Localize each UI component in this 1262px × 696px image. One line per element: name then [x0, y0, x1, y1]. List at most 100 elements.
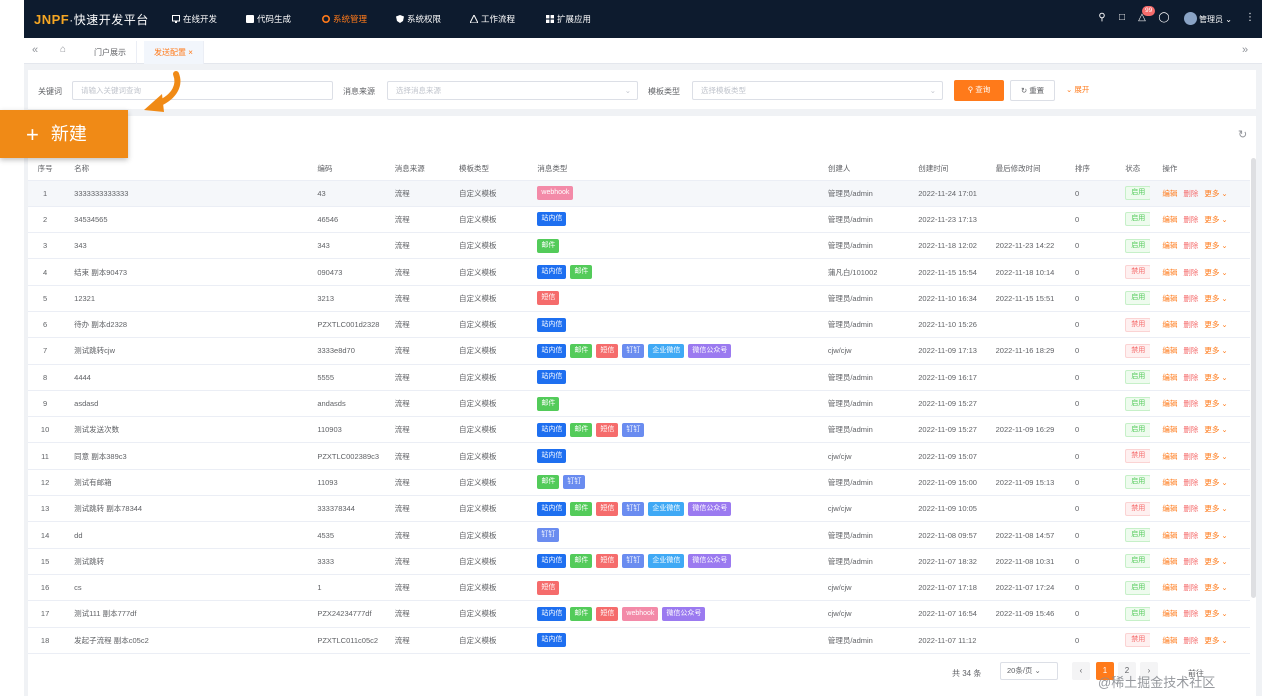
delete-link[interactable]: 删除	[1183, 583, 1199, 593]
delete-link[interactable]: 删除	[1183, 425, 1199, 435]
message-icon[interactable]: □	[1118, 12, 1126, 23]
edit-link[interactable]: 编辑	[1162, 530, 1178, 540]
keyword-input[interactable]: 请输入关键词查询	[72, 81, 333, 100]
more-link[interactable]: 更多	[1204, 609, 1220, 619]
table-row[interactable]: 1 3333333333333 43 流程 自定义模板 webhook 管理员/admin 2…	[28, 180, 1250, 207]
chevron-down-icon[interactable]: ⌄	[1221, 267, 1228, 277]
page-2-button[interactable]: 2	[1118, 662, 1136, 680]
edit-link[interactable]: 编辑	[1162, 425, 1178, 435]
more-link[interactable]: 更多	[1204, 425, 1220, 435]
chevron-down-icon[interactable]: ⌄	[1221, 477, 1228, 487]
table-row[interactable]: 16 cs 1 流程 自定义模板 短信 cjw/cjw 2022-11-07 17:18 202…	[28, 574, 1250, 602]
more-link[interactable]: 更多	[1204, 346, 1220, 356]
delete-link[interactable]: 删除	[1183, 188, 1199, 198]
table-row[interactable]: 15 测试跳转 3333 流程 自定义模板 站内信 邮件 短信 钉钉 企业微信 微信公众号 管理员/a…	[28, 548, 1250, 575]
edit-link[interactable]: 编辑	[1162, 188, 1178, 198]
nav-item-extensions[interactable]: 扩展应用	[546, 13, 591, 25]
more-link[interactable]: 更多	[1204, 267, 1220, 277]
delete-link[interactable]: 删除	[1183, 372, 1199, 382]
table-row[interactable]: 11 同意 副本389c3 PZXTLC002389c3 流程 自定义模板 站内信 cjw/…	[28, 442, 1250, 470]
edit-link[interactable]: 编辑	[1162, 635, 1178, 645]
app-logo[interactable]: JNPF·快速开发平台	[34, 12, 149, 27]
expand-button[interactable]: ⌄ 展开	[1066, 85, 1090, 94]
template-select[interactable]: 选择模板类型 ⌄	[692, 81, 943, 100]
edit-link[interactable]: 编辑	[1162, 609, 1178, 619]
edit-link[interactable]: 编辑	[1162, 214, 1178, 224]
nav-item-system-permission[interactable]: 系统权限	[396, 13, 441, 25]
edit-link[interactable]: 编辑	[1162, 293, 1178, 303]
source-select[interactable]: 选择消息来源 ⌄	[387, 81, 638, 100]
close-icon[interactable]: ×	[188, 48, 193, 57]
avatar[interactable]	[1184, 12, 1197, 25]
reset-button[interactable]: ↻ 重置	[1010, 80, 1055, 101]
table-row[interactable]: 6 待办 副本d2328 PZXTLC001d2328 流程 自定义模板 站内信 管理员/a…	[28, 311, 1250, 339]
delete-link[interactable]: 删除	[1183, 635, 1199, 645]
edit-link[interactable]: 编辑	[1162, 504, 1178, 514]
nav-item-workflow[interactable]: 工作流程	[469, 13, 515, 25]
table-row[interactable]: 5 12321 3213 流程 自定义模板 短信 管理员/admin 2022-11-10 1…	[28, 285, 1250, 312]
more-vertical-icon[interactable]: ⋮	[1245, 12, 1255, 23]
delete-link[interactable]: 删除	[1183, 609, 1199, 619]
table-row[interactable]: 10 测试发送次数 110903 流程 自定义模板 站内信 邮件 短信 钉钉 管理员/admin 2…	[28, 416, 1250, 444]
delete-link[interactable]: 删除	[1183, 214, 1199, 224]
page-size-select[interactable]: 20条/页 ⌄	[1000, 662, 1058, 680]
edit-link[interactable]: 编辑	[1162, 346, 1178, 356]
nav-item-code-gen[interactable]: 代码生成	[246, 13, 291, 25]
delete-link[interactable]: 删除	[1183, 477, 1199, 487]
table-row[interactable]: 4 结束 副本90473 090473 流程 自定义模板 站内信 邮件 蒲凡白/101002 2…	[28, 258, 1250, 286]
chevron-down-icon[interactable]: ⌄	[1221, 530, 1228, 540]
table-row[interactable]: 12 测试有邮箱 11093 流程 自定义模板 邮件 钉钉 管理员/admin 2022-11-…	[28, 469, 1250, 497]
delete-link[interactable]: 删除	[1183, 530, 1199, 540]
tab-send-config[interactable]: 发送配置 ×	[144, 41, 204, 64]
table-row[interactable]: 7 测试跳转cjw 3333e8d70 流程 自定义模板 站内信 邮件 短信 钉钉 企业微信 微信公…	[28, 337, 1250, 365]
more-link[interactable]: 更多	[1204, 451, 1220, 461]
edit-link[interactable]: 编辑	[1162, 556, 1178, 566]
nav-item-online-dev[interactable]: 在线开发	[172, 13, 217, 25]
chevron-down-icon[interactable]: ⌄	[1221, 635, 1228, 645]
delete-link[interactable]: 删除	[1183, 267, 1199, 277]
chevron-down-icon[interactable]: ⌄	[1221, 609, 1228, 619]
table-row[interactable]: 3 343 343 流程 自定义模板 邮件 管理员/admin 2022-11-18 12:0…	[28, 232, 1250, 260]
more-link[interactable]: 更多	[1204, 320, 1220, 330]
chevron-down-icon[interactable]: ⌄	[1221, 425, 1228, 435]
more-link[interactable]: 更多	[1204, 399, 1220, 409]
vertical-scrollbar[interactable]	[1251, 158, 1256, 598]
next-page-button[interactable]: ›	[1140, 662, 1158, 680]
more-link[interactable]: 更多	[1204, 372, 1220, 382]
chevron-down-icon[interactable]: ⌄	[1221, 214, 1228, 224]
more-link[interactable]: 更多	[1204, 583, 1220, 593]
more-link[interactable]: 更多	[1204, 530, 1220, 540]
table-row[interactable]: 9 asdasd andasds 流程 自定义模板 邮件 管理员/admin 2022-11-…	[28, 390, 1250, 418]
scroll-right-icon[interactable]: »	[1242, 44, 1249, 56]
edit-link[interactable]: 编辑	[1162, 267, 1178, 277]
bell-icon[interactable]: △	[1138, 12, 1146, 23]
edit-link[interactable]: 编辑	[1162, 241, 1178, 251]
chevron-down-icon[interactable]: ⌄	[1221, 583, 1228, 593]
delete-link[interactable]: 删除	[1183, 346, 1199, 356]
chevron-down-icon[interactable]: ⌄	[1221, 188, 1228, 198]
tab-portal[interactable]: 门户展示	[84, 41, 137, 64]
chevron-down-icon[interactable]: ⌄	[1221, 293, 1228, 303]
edit-link[interactable]: 编辑	[1162, 399, 1178, 409]
globe-icon[interactable]: ◯	[1158, 12, 1170, 23]
user-menu[interactable]: 管理员 ⌄	[1199, 15, 1232, 24]
chevron-down-icon[interactable]: ⌄	[1221, 372, 1228, 382]
delete-link[interactable]: 删除	[1183, 320, 1199, 330]
chevron-down-icon[interactable]: ⌄	[1221, 320, 1228, 330]
delete-link[interactable]: 删除	[1183, 293, 1199, 303]
page-1-button[interactable]: 1	[1096, 662, 1114, 680]
scroll-left-icon[interactable]: «	[32, 44, 39, 56]
delete-link[interactable]: 删除	[1183, 556, 1199, 566]
edit-link[interactable]: 编辑	[1162, 583, 1178, 593]
more-link[interactable]: 更多	[1204, 635, 1220, 645]
prev-page-button[interactable]: ‹	[1072, 662, 1090, 680]
table-row[interactable]: 2 34534565 46546 流程 自定义模板 站内信 管理员/admin 2022-11…	[28, 206, 1250, 234]
more-link[interactable]: 更多	[1204, 241, 1220, 251]
chevron-down-icon[interactable]: ⌄	[1221, 399, 1228, 409]
chevron-down-icon[interactable]: ⌄	[1221, 504, 1228, 514]
delete-link[interactable]: 删除	[1183, 504, 1199, 514]
chevron-down-icon[interactable]: ⌄	[1221, 241, 1228, 251]
table-row[interactable]: 13 测试跳转 副本78344 333378344 流程 自定义模板 站内信 邮件 短信 钉钉企…	[28, 495, 1250, 523]
refresh-icon[interactable]: ↻	[1238, 129, 1248, 141]
edit-link[interactable]: 编辑	[1162, 372, 1178, 382]
